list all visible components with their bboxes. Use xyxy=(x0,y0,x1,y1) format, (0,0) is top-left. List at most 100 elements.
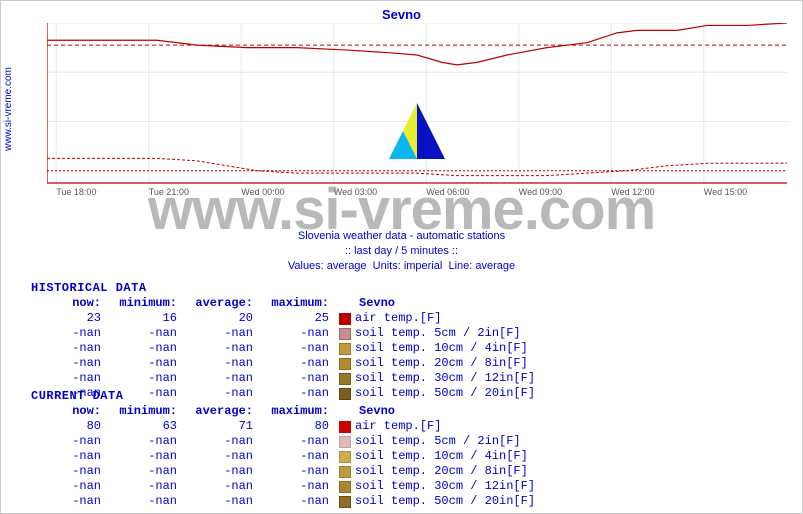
data-value: -nan xyxy=(259,479,329,494)
svg-text:Wed 15:00: Wed 15:00 xyxy=(704,187,747,197)
series-label: soil temp. 20cm / 8in[F] xyxy=(355,464,528,479)
data-value: 25 xyxy=(259,311,329,326)
color-swatch-icon xyxy=(339,496,351,508)
data-row: -nan -nan -nan -nan soil temp. 50cm / 20in[F… xyxy=(31,494,535,509)
location-name: Sevno xyxy=(359,404,395,419)
column-header: maximum: xyxy=(259,296,329,311)
series-label: soil temp. 50cm / 20in[F] xyxy=(355,494,535,509)
data-value: -nan xyxy=(31,371,101,386)
subtitle-line: :: last day / 5 minutes :: xyxy=(1,244,802,259)
y-axis-source-label: www.si-vreme.com xyxy=(3,67,14,151)
data-value: -nan xyxy=(107,356,177,371)
data-value: -nan xyxy=(31,341,101,356)
data-value: -nan xyxy=(31,326,101,341)
series-label: soil temp. 5cm / 2in[F] xyxy=(355,434,521,449)
data-value: -nan xyxy=(107,449,177,464)
color-swatch-icon xyxy=(339,373,351,385)
series-label: soil temp. 30cm / 12in[F] xyxy=(355,479,535,494)
svg-text:Tue 18:00: Tue 18:00 xyxy=(56,187,96,197)
column-header: maximum: xyxy=(259,404,329,419)
data-value: -nan xyxy=(31,479,101,494)
series-label: soil temp. 10cm / 4in[F] xyxy=(355,341,528,356)
data-value: -nan xyxy=(259,341,329,356)
data-value: -nan xyxy=(31,434,101,449)
data-value: 63 xyxy=(107,419,177,434)
data-value: 80 xyxy=(259,419,329,434)
data-value: -nan xyxy=(31,464,101,479)
line-chart: 20406080Tue 18:00Tue 21:00Wed 00:00Wed 0… xyxy=(47,23,787,205)
data-row: 23 16 20 25 air temp.[F] xyxy=(31,311,535,326)
data-value: -nan xyxy=(259,494,329,509)
data-value: 16 xyxy=(107,311,177,326)
data-row: -nan -nan -nan -nan soil temp. 10cm / 4in[F] xyxy=(31,341,535,356)
color-swatch-icon xyxy=(339,421,351,433)
chart-subtitles: Slovenia weather data - automatic statio… xyxy=(1,229,802,274)
column-header: average: xyxy=(183,296,253,311)
color-swatch-icon xyxy=(339,313,351,325)
column-header: average: xyxy=(183,404,253,419)
series-label: soil temp. 30cm / 12in[F] xyxy=(355,371,535,386)
data-row: -nan -nan -nan -nan soil temp. 5cm / 2in[F] xyxy=(31,434,535,449)
data-value: -nan xyxy=(259,449,329,464)
historical-header: HISTORICAL DATA xyxy=(31,281,535,296)
series-label: air temp.[F] xyxy=(355,419,441,434)
data-row: -nan-nan-nan-nansoil temp. 30cm / 12in[F… xyxy=(31,479,535,494)
subtitle-line: Values: average Units: imperial Line: av… xyxy=(1,259,802,274)
color-swatch-icon xyxy=(339,451,351,463)
data-value: -nan xyxy=(31,494,101,509)
series-label: soil temp. 10cm / 4in[F] xyxy=(355,449,528,464)
column-header: minimum: xyxy=(107,296,177,311)
series-label: soil temp. 5cm / 2in[F] xyxy=(355,326,521,341)
series-label: soil temp. 20cm / 8in[F] xyxy=(355,356,528,371)
data-value: -nan xyxy=(183,494,253,509)
data-value: -nan xyxy=(259,464,329,479)
data-value: -nan xyxy=(183,479,253,494)
data-value: -nan xyxy=(183,341,253,356)
data-row: 80 63 71 80 air temp.[F] xyxy=(31,419,535,434)
data-value: -nan xyxy=(183,434,253,449)
series-label: air temp.[F] xyxy=(355,311,441,326)
data-value: 80 xyxy=(31,419,101,434)
color-swatch-icon xyxy=(339,358,351,370)
svg-text:Wed 06:00: Wed 06:00 xyxy=(426,187,469,197)
color-swatch-icon xyxy=(339,481,351,493)
column-header: now: xyxy=(31,296,101,311)
data-value: -nan xyxy=(107,494,177,509)
data-value: 23 xyxy=(31,311,101,326)
data-value: -nan xyxy=(259,356,329,371)
data-value: 71 xyxy=(183,419,253,434)
color-swatch-icon xyxy=(339,328,351,340)
data-value: -nan xyxy=(107,326,177,341)
svg-text:Wed 09:00: Wed 09:00 xyxy=(519,187,562,197)
svg-text:Wed 00:00: Wed 00:00 xyxy=(241,187,284,197)
data-value: -nan xyxy=(259,371,329,386)
data-row: -nan -nan -nan -nan soil temp. 20cm / 8in[F] xyxy=(31,356,535,371)
data-row: -nan -nan -nan -nan soil temp. 10cm / 4in[F] xyxy=(31,449,535,464)
data-value: -nan xyxy=(259,326,329,341)
data-value: -nan xyxy=(107,434,177,449)
data-value: -nan xyxy=(107,371,177,386)
data-value: -nan xyxy=(183,326,253,341)
column-headers: now: minimum: average: maximum: Sevno xyxy=(31,296,535,311)
data-row: -nan -nan -nan -nan soil temp. 30cm / 12in[F… xyxy=(31,371,535,386)
data-value: 20 xyxy=(183,311,253,326)
location-name: Sevno xyxy=(359,296,395,311)
svg-text:Wed 03:00: Wed 03:00 xyxy=(334,187,377,197)
column-headers: now:minimum:average:maximum:Sevno xyxy=(31,404,535,419)
data-value: -nan xyxy=(107,341,177,356)
data-value: -nan xyxy=(183,356,253,371)
data-value: -nan xyxy=(183,371,253,386)
data-row: -nan -nan -nan -nan soil temp. 5cm / 2in[F] xyxy=(31,326,535,341)
chart-title: Sevno xyxy=(1,7,802,22)
svg-text:Wed 12:00: Wed 12:00 xyxy=(611,187,654,197)
svg-text:Tue 21:00: Tue 21:00 xyxy=(149,187,189,197)
data-value: -nan xyxy=(107,464,177,479)
data-value: -nan xyxy=(31,356,101,371)
data-value: -nan xyxy=(31,449,101,464)
data-value: -nan xyxy=(183,449,253,464)
data-value: -nan xyxy=(259,434,329,449)
color-swatch-icon xyxy=(339,466,351,478)
data-row: -nan -nan -nan -nan soil temp. 20cm / 8in[F] xyxy=(31,464,535,479)
data-value: -nan xyxy=(183,464,253,479)
column-header: minimum: xyxy=(107,404,177,419)
